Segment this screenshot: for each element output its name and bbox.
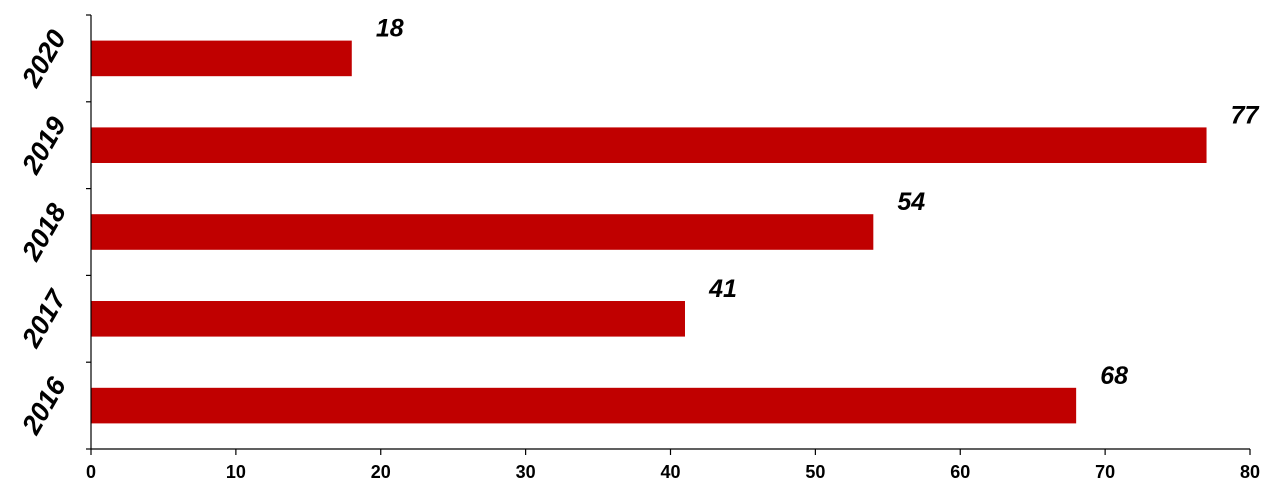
data-label-2017: 41	[708, 275, 737, 303]
x-tick-label-70: 70	[1095, 462, 1115, 482]
data-label-2018: 54	[897, 188, 925, 216]
x-tick-label-30: 30	[516, 462, 536, 482]
data-labels-layer: 18 77 54 41 68	[376, 15, 1260, 390]
x-tick-label-40: 40	[660, 462, 680, 482]
bar-2017	[91, 301, 685, 337]
bar-2016	[91, 387, 1077, 424]
bar-2019	[91, 127, 1207, 163]
bar-2018	[91, 214, 874, 250]
x-ticks-layer: 0 10 20 30 40 50 60 70 80	[86, 449, 1260, 482]
data-label-2016: 68	[1100, 362, 1128, 390]
x-tick-label-0: 0	[86, 462, 96, 482]
x-tick-label-50: 50	[805, 462, 825, 482]
bars-layer	[91, 40, 1207, 424]
x-tick-label-80: 80	[1240, 462, 1260, 482]
y-ticks-layer: 2020 2019 2018 2017 2016	[15, 14, 91, 450]
data-label-2020: 18	[376, 15, 404, 43]
x-tick-label-60: 60	[950, 462, 970, 482]
y-tick-label-2016: 2016	[15, 371, 72, 440]
bar-2020	[91, 40, 352, 77]
y-tick-label-2019: 2019	[15, 112, 72, 180]
x-tick-label-20: 20	[371, 462, 391, 482]
x-tick-label-10: 10	[226, 462, 246, 482]
data-label-2019: 77	[1231, 101, 1260, 129]
y-tick-label-2018: 2018	[15, 198, 72, 266]
y-tick-label-2020: 2020	[15, 25, 72, 93]
y-tick-label-2017: 2017	[15, 284, 73, 354]
